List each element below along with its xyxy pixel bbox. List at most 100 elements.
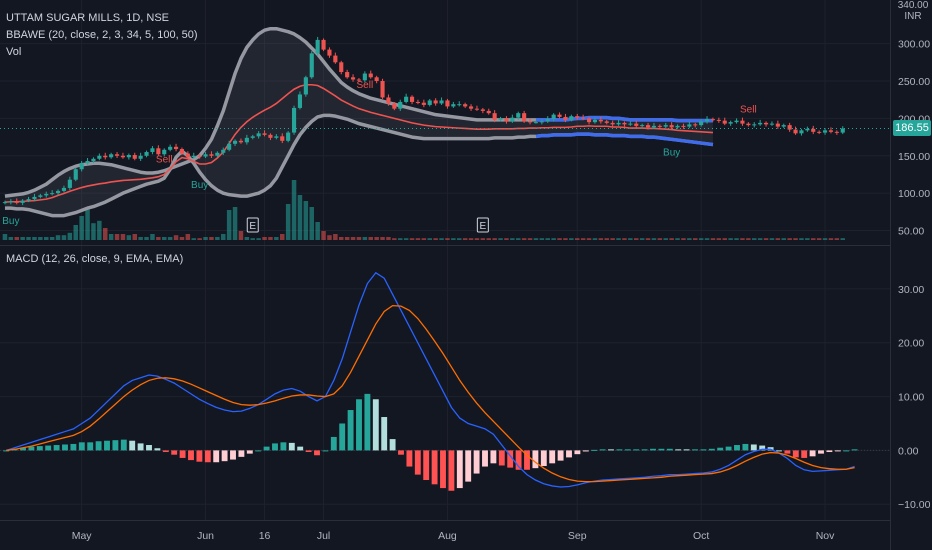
volume-bar (781, 238, 786, 240)
volume-bar (805, 238, 810, 240)
volume-bar (521, 238, 527, 240)
macd-axis[interactable]: 30.00 20.00 10.00 0.00 −10.00 (898, 284, 931, 511)
macd-histogram-bar (599, 449, 606, 451)
volume-bar (651, 238, 657, 240)
volume-bar (32, 237, 37, 240)
volume-bar (828, 238, 834, 240)
candle-body (132, 155, 137, 159)
volume-title[interactable]: Vol (6, 46, 22, 58)
candle-body (297, 94, 303, 108)
currency-label: 340.00 INR (896, 0, 930, 22)
candle-body (350, 77, 356, 80)
volume-bar (226, 210, 232, 240)
candle-body (309, 53, 314, 78)
macd-histogram-bar (87, 442, 94, 451)
volume-bar (55, 235, 61, 240)
candle-body (728, 122, 733, 124)
macd-legend[interactable]: MACD (12, 26, close, 9, EMA, EMA) (6, 253, 183, 265)
volume-bar (545, 238, 550, 240)
candle-body (504, 118, 509, 122)
candle-body (516, 113, 521, 118)
macd-histogram-bar (36, 446, 43, 451)
volume-bar (356, 237, 362, 240)
candle-body (274, 136, 279, 138)
macd-histogram-bar (28, 446, 35, 451)
volume-bar (403, 238, 409, 240)
indicator-title[interactable]: BBAWE (20, close, 2, 3, 34, 5, 100, 50) (6, 29, 198, 41)
candle-body (716, 119, 721, 121)
candle-body (657, 125, 662, 127)
candle-body (73, 169, 78, 180)
candle-body (168, 146, 173, 150)
symbol-title[interactable]: UTTAM SUGAR MILLS, 1D, NSE (6, 12, 169, 24)
macd-histogram-bar (381, 417, 388, 451)
macd-histogram-bar (297, 446, 304, 451)
macd-histogram-bar (431, 450, 438, 485)
volume-bar (333, 234, 338, 240)
volume-bar (339, 237, 344, 240)
macd-histogram-bar (204, 450, 211, 463)
candle-body (763, 122, 769, 125)
volume-bar (822, 238, 828, 240)
earnings-marker-label: E (480, 221, 487, 232)
time-axis[interactable]: May Jun 16 Jul Aug Sep Oct Nov (72, 530, 835, 542)
macd-histogram-bar (650, 448, 656, 451)
volume-bar (67, 232, 73, 240)
earnings-marker-label: E (249, 221, 256, 232)
symbol-legend[interactable]: UTTAM SUGAR MILLS, 1D, NSE (6, 12, 169, 24)
volume-bar (816, 238, 822, 240)
volume-legend[interactable]: Vol (6, 46, 21, 58)
volume-bar (392, 238, 397, 240)
macd-histogram-bar (574, 450, 581, 455)
candle-body (581, 117, 586, 119)
candle-body (150, 148, 155, 153)
candle-body (203, 154, 208, 157)
macd-histogram-bar (196, 450, 203, 462)
volume-bar (362, 237, 368, 240)
macd-histogram-bar (725, 446, 732, 451)
volume-bar (297, 195, 303, 240)
candle-body (651, 125, 657, 128)
volume-bar (763, 238, 769, 240)
volume-bar (238, 231, 244, 240)
candle-body (640, 125, 645, 127)
macd-histogram-bar (566, 450, 572, 458)
macd-tick-label: −10.00 (898, 499, 931, 511)
volume-bar (114, 234, 120, 240)
candle-body (303, 77, 308, 95)
volume-bar (663, 238, 668, 240)
volume-bar (586, 238, 592, 240)
macd-histogram-bar (389, 439, 396, 451)
macd-histogram-bar (255, 450, 262, 452)
candle-body (840, 128, 845, 133)
volume-bar (309, 207, 314, 240)
candle-body (693, 124, 698, 126)
candle-body (185, 153, 190, 158)
macd-histogram-bar (112, 440, 119, 451)
macd-histogram-bar (843, 450, 850, 452)
candle-body (156, 148, 161, 155)
volume-bar (710, 238, 716, 240)
macd-title[interactable]: MACD (12, 26, close, 9, EMA, EMA) (6, 253, 184, 265)
indicator-legend[interactable]: BBAWE (20, close, 2, 3, 34, 5, 100, 50) (6, 29, 198, 41)
macd-panel[interactable] (0, 271, 890, 491)
buy-signal-label: Buy (2, 216, 19, 227)
candle-body (333, 55, 338, 63)
candle-body (592, 119, 598, 123)
volume-bar (775, 238, 781, 240)
macd-histogram-bar (851, 449, 858, 451)
macd-histogram-bar (246, 450, 253, 454)
candle-body (280, 136, 285, 141)
macd-histogram-bar (456, 450, 463, 489)
volume-bar (38, 237, 43, 240)
volume-bar (504, 238, 509, 240)
candle-body (539, 121, 544, 123)
candle-body (439, 100, 444, 104)
macd-histogram-bar (45, 445, 52, 451)
candle-body (109, 154, 114, 158)
candle-body (669, 125, 674, 128)
